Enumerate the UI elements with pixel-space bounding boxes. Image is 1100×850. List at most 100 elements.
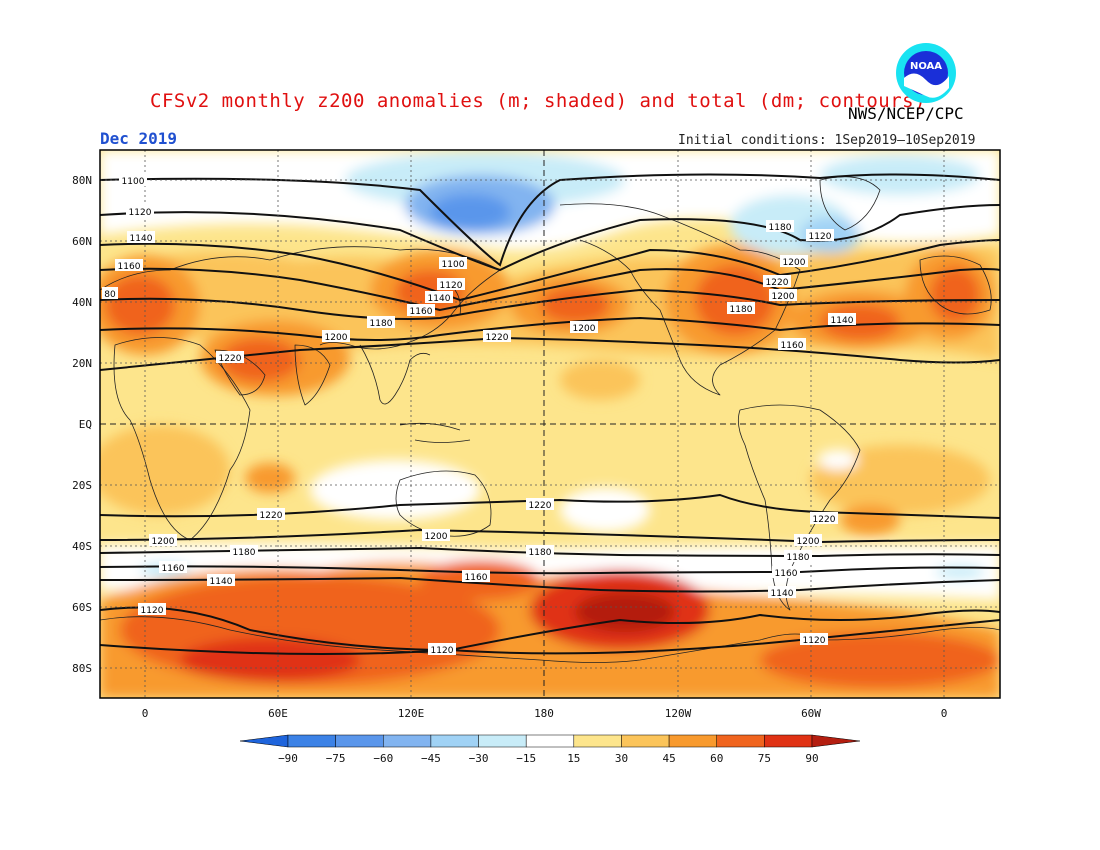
svg-text:1220: 1220 [260, 511, 283, 521]
contour-label: 1120 [138, 603, 166, 616]
svg-text:1180: 1180 [529, 548, 552, 558]
colorbar-tick: −90 [278, 752, 298, 765]
contour-1220s [100, 493, 1000, 519]
lon-label: 0 [142, 707, 149, 720]
svg-text:1200: 1200 [325, 333, 348, 343]
colorbar-segment [621, 734, 670, 748]
lat-label: 40N [72, 296, 92, 309]
svg-text:1160: 1160 [781, 341, 804, 351]
contour-label: 1160 [772, 566, 800, 579]
svg-text:1200: 1200 [772, 292, 795, 302]
svg-text:1180: 1180 [730, 305, 753, 315]
map-panel: 1100 1120 1140 1160 80 1200 1220 1180 1160 1140 11… [100, 150, 1000, 698]
contour-label: 1120 [126, 205, 154, 218]
svg-text:1140: 1140 [831, 316, 854, 326]
map-title: CFSv2 monthly z200 anomalies (m; shaded)… [150, 90, 927, 112]
svg-text:1160: 1160 [162, 564, 185, 574]
noaa-logo: NOAA [896, 43, 956, 103]
contour-label: 1120 [437, 278, 465, 291]
svg-text:1220: 1220 [813, 515, 836, 525]
contour-label: 1200 [780, 255, 808, 268]
contour-label: 1220 [763, 275, 791, 288]
lon-label: 120E [398, 707, 425, 720]
contour-label: 1180 [230, 545, 258, 558]
contour-label: 1180 [526, 545, 554, 558]
contour-label: 1140 [127, 231, 155, 244]
svg-text:1160: 1160 [775, 569, 798, 579]
lon-label: 0 [941, 707, 948, 720]
colorbar-segment [383, 734, 432, 748]
svg-text:1200: 1200 [797, 537, 820, 547]
lon-label: 60W [801, 707, 821, 720]
contour-label: 1100 [119, 174, 147, 187]
contour-label: 1120 [800, 633, 828, 646]
svg-text:1220: 1220 [486, 333, 509, 343]
contour-label: 1220 [526, 498, 554, 511]
contour-label: 1180 [727, 302, 755, 315]
colorbar-tick: 30 [615, 752, 628, 765]
contour-label: 1160 [462, 570, 490, 583]
contour-label: 80 [102, 287, 118, 300]
colorbar-tick: 45 [662, 752, 675, 765]
contour-label: 1160 [115, 259, 143, 272]
contour-label: 1140 [768, 586, 796, 599]
lat-label: 80N [72, 174, 92, 187]
contour-label: 1180 [784, 550, 812, 563]
longitude-labels: 0 60E 120E 180 120W 60W 0 [142, 707, 948, 720]
colorbar-tick: −30 [469, 752, 489, 765]
colorbar-segment [668, 734, 717, 748]
contour-label: 1140 [207, 574, 235, 587]
initial-conditions: Initial conditions: 1Sep2019–10Sep2019 [678, 133, 976, 148]
svg-text:1120: 1120 [803, 636, 826, 646]
svg-text:1120: 1120 [129, 208, 152, 218]
colorbar-segment [335, 734, 384, 748]
svg-text:1220: 1220 [219, 354, 242, 364]
contour-1160s [100, 565, 1000, 575]
svg-text:1140: 1140 [428, 294, 451, 304]
contour-1100s [100, 619, 1000, 655]
contour-label: 1220 [257, 508, 285, 521]
colorbar-tick: 90 [805, 752, 818, 765]
contour-label: 1120 [428, 643, 456, 656]
svg-text:1180: 1180 [787, 553, 810, 563]
contour-1120 [100, 204, 1000, 272]
contour-label: 1120 [806, 229, 834, 242]
svg-text:1220: 1220 [529, 501, 552, 511]
svg-text:1200: 1200 [152, 537, 175, 547]
contour-1140s [100, 576, 1000, 593]
svg-text:1140: 1140 [130, 234, 153, 244]
svg-text:1200: 1200 [783, 258, 806, 268]
contour-label: 1200 [570, 321, 598, 334]
colorbar-segment [716, 734, 765, 748]
svg-text:1180: 1180 [370, 319, 393, 329]
lon-label: 60E [268, 707, 288, 720]
colorbar-tick: −60 [373, 752, 393, 765]
contour-1180s [100, 546, 1000, 558]
colorbar-segment [573, 734, 622, 748]
colorbar-segment [430, 734, 479, 748]
svg-text:1160: 1160 [410, 307, 433, 317]
colorbar-tick: 75 [758, 752, 771, 765]
contour-label: 1200 [794, 534, 822, 547]
contour-1220n [100, 336, 1000, 371]
contour-1200s [100, 528, 1000, 544]
colorbar-tick: −45 [421, 752, 441, 765]
contour-label: 1180 [367, 316, 395, 329]
contour-label: 1200 [769, 289, 797, 302]
colorbar-segment [525, 734, 575, 748]
svg-text:1200: 1200 [425, 532, 448, 542]
svg-text:1100: 1100 [122, 177, 145, 187]
svg-text:1120: 1120 [431, 646, 454, 656]
lat-label: 20N [72, 357, 92, 370]
contour-label: 1160 [778, 338, 806, 351]
svg-text:1180: 1180 [233, 548, 256, 558]
colorbar-tick: 15 [567, 752, 580, 765]
forecast-month: Dec 2019 [100, 129, 178, 148]
latitude-labels: 80N 60N 40N 20N EQ 20S 40S 60S 80S [72, 174, 92, 675]
contour-label: 1220 [483, 330, 511, 343]
colorbar-high-arrow [811, 734, 861, 748]
colorbar-low-arrow [239, 734, 289, 748]
colorbar-segment [478, 734, 527, 748]
height-contours [100, 173, 1000, 655]
